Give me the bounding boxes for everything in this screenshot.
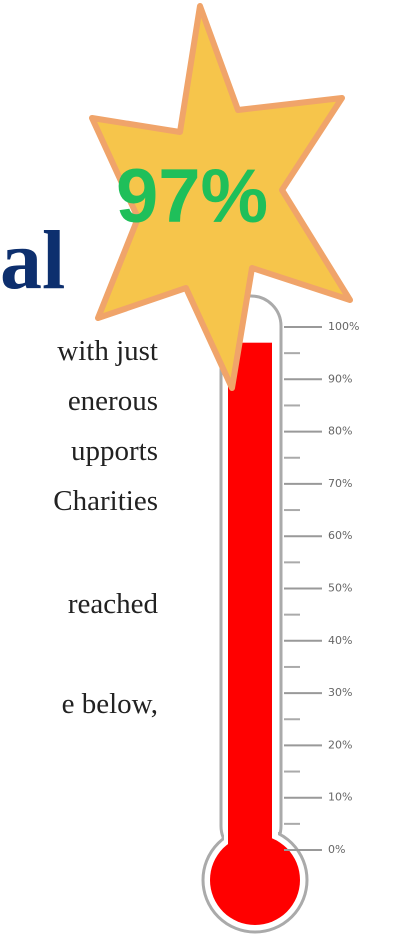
body-line: with just: [57, 335, 158, 367]
heading: al: [0, 214, 65, 307]
tick-label: 20%: [328, 738, 352, 751]
tick-label: 50%: [328, 582, 352, 595]
tick-label: 90%: [328, 372, 352, 385]
value-label: 97%: [116, 154, 268, 239]
star: [89, 3, 353, 391]
tick-label: 40%: [328, 634, 352, 647]
thermometer: 100% 90% 80% 70% 60% 50% 40% 30% 20% 10% 0%: [210, 320, 359, 925]
body-line: Charities: [53, 485, 158, 517]
body-line: e below,: [62, 688, 158, 720]
mercury-bulb: [210, 835, 300, 925]
tick-label: 70%: [328, 477, 352, 490]
tick-label: 100%: [328, 320, 359, 333]
tick-label: 60%: [328, 529, 352, 542]
tick-label: 80%: [328, 425, 352, 438]
mercury-column: [228, 342, 272, 880]
tick-label: 30%: [328, 686, 352, 699]
body-line: reached: [68, 588, 159, 620]
body-line: upports: [71, 435, 158, 467]
tick-label: 10%: [328, 791, 352, 804]
tick-label: 0%: [328, 843, 345, 856]
body-line: enerous: [68, 385, 158, 417]
